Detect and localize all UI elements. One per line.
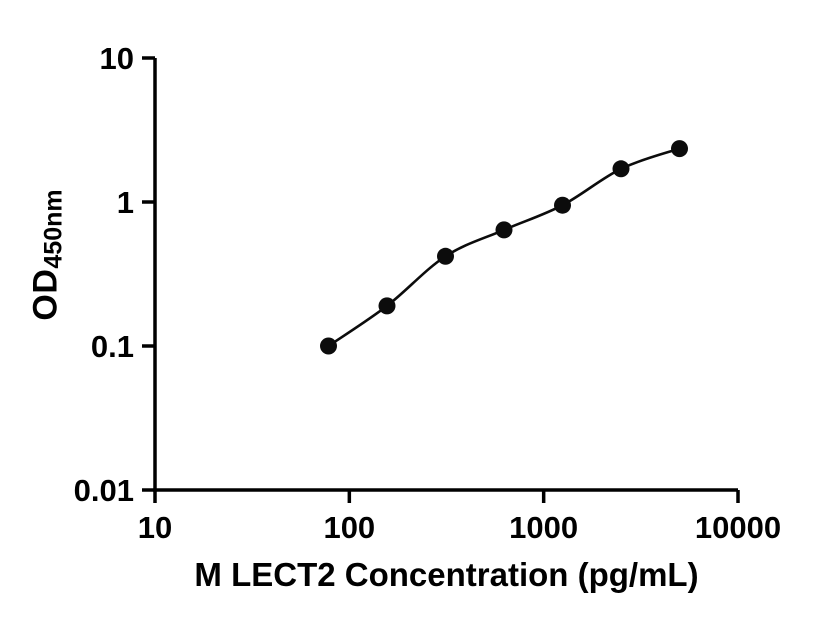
y-tick-label: 1: [117, 185, 134, 220]
data-point: [554, 196, 571, 214]
x-tick-label: 1000: [509, 510, 578, 545]
y-tick-label: 0.1: [91, 329, 134, 364]
data-point: [612, 160, 630, 178]
y-tick-label: 10: [100, 41, 134, 76]
x-tick-label: 10000: [695, 510, 781, 545]
data-point: [495, 221, 513, 239]
x-tick-label: 100: [323, 510, 375, 545]
y-tick-label: 0.01: [74, 473, 134, 508]
data-point: [437, 247, 454, 265]
y-axis-title-subscript: 450nm: [39, 189, 68, 269]
y-axis-title-main: OD: [26, 268, 65, 321]
data-point: [320, 337, 337, 355]
data-point: [378, 297, 396, 315]
x-tick-label: 10: [138, 510, 172, 545]
x-axis-title: M LECT2 Concentration (pg/mL): [194, 556, 699, 593]
fit-curve: [327, 147, 680, 348]
data-point: [671, 140, 688, 158]
y-axis-title: OD450nm: [26, 189, 68, 321]
